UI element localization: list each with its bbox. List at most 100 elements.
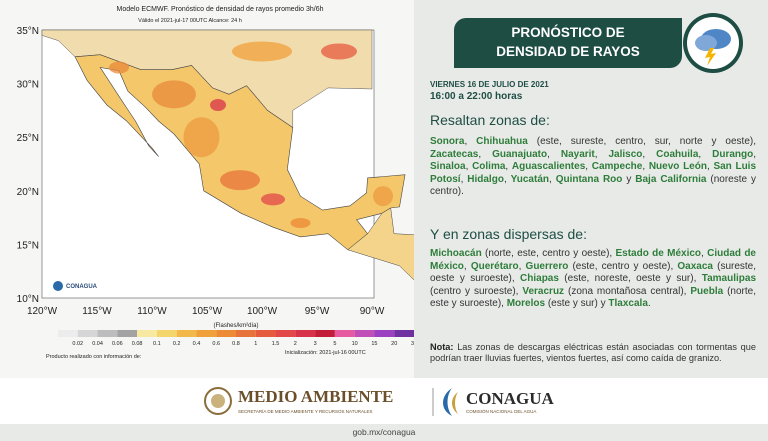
zones-paragraph: Sonora, Chihuahua (este, sureste, centro… [430,136,756,199]
state-name: Chiapas [520,273,559,285]
lon-label: 105°W [192,306,223,317]
lon-label: 95°W [305,306,330,317]
lon-label: 120°W [27,306,58,317]
state-name: Sonora [430,136,465,147]
colorbar-label: 1 [254,341,257,347]
state-name: Querétaro [470,260,519,272]
state-name: Puebla [690,285,724,297]
colorbar-label: 0.02 [72,341,83,347]
date: VIERNES 16 DE JULIO DE 2021 [430,80,549,89]
map-panel: Modelo ECMWF. Pronóstico de densidad de … [0,0,414,378]
zone-detail: , [460,173,468,185]
lon-label: 100°W [247,306,278,317]
state-name: Sinaloa [430,161,466,173]
state-name: Zacatecas [430,148,479,160]
zone-detail: , [642,148,657,160]
state-name: Estado de México [615,248,702,259]
state-name: Baja California [635,173,707,185]
state-name: Tlaxcala [608,298,648,310]
state-name: Quintana Roo [555,173,623,185]
state-name: Michoacán [430,248,482,259]
lat-label: 15°N [17,240,39,251]
colorbar-swatch [58,330,78,337]
state-name: Aguascalientes [511,161,586,173]
state-name: Chihuahua [476,136,528,147]
title-line: PRONÓSTICO DE [511,25,625,40]
colorbar-label: 0.1 [153,341,161,347]
state-name: Jalisco [608,148,643,160]
state-name: San Luis Potosí [430,161,757,185]
colorbar-swatch [374,330,395,337]
lightning-area [220,170,260,191]
colorbar-swatch [354,330,375,337]
lat-label: 30°N [17,80,39,91]
state-name: Nayarit [560,148,595,160]
state-name: Guanajuato [492,148,548,160]
footer-ministry-sub: SECRETARÍA DE MEDIO AMBIENTE Y RECURSOS … [238,408,372,414]
zone-detail: (sureste, oeste y suroeste), [430,260,757,285]
state-name: Guerrero [525,260,569,272]
conagua-mark [53,281,63,291]
colorbar-swatch [394,330,414,337]
init: Inicialización: 2021-jul-16 00UTC [285,350,366,356]
zone-detail: , [505,161,512,173]
note-text: Las zonas de descargas eléctricas están … [430,342,756,363]
colorbar-label: 0.06 [112,341,123,347]
colorbar-label: 15 [371,341,377,347]
central-america [347,207,414,281]
colorbar-swatch [156,330,177,337]
colorbar-units: (Flashes/km²día) [213,323,258,329]
lightning-area [290,217,311,228]
credit: Producto realizado con información de: [46,354,142,360]
state-name: Ciudad de México [430,248,756,272]
bottom-bar: gob.mx/conagua [0,424,768,441]
lightning-area [152,80,196,109]
lat-label: 35°N [17,26,39,37]
storm-icon [683,13,743,73]
zone-detail: (norte, este y suroeste), [430,285,756,310]
zone-detail: (este, sureste, centro, sur, norte y oes… [527,136,756,147]
lon-label: 110°W [137,306,167,317]
zone-detail: , [585,161,592,173]
lightning-area [183,117,220,158]
zones-paragraph: Michoacán (norte, este, centro y oeste),… [430,248,756,311]
state-name: Hidalgo [467,173,504,185]
lat-label: 10°N [17,294,39,305]
zone-detail: (este, centro y oeste), [568,260,678,272]
colorbar-swatch [137,330,157,337]
section-heading: Y en zonas dispersas de: [430,226,587,242]
colorbar-swatch [275,330,296,337]
footer-ministry: MEDIO AMBIENTE [238,387,393,406]
colorbar-swatch [334,330,355,337]
map-logo: CONAGUA [66,284,98,290]
colorbar-swatch [196,330,217,337]
state-name: Tamaulipas [701,273,757,285]
zone-detail: , [701,248,708,259]
colorbar-label: 5 [333,341,336,347]
zone-detail: (este, noreste, oeste y sur), [558,273,702,285]
footer-agency: CONAGUA [466,389,555,408]
lightning-area [109,61,129,74]
zone-detail: , [698,148,713,160]
colorbar-label: 0.8 [232,341,240,347]
colorbar-label: 0.08 [132,341,143,347]
state-name: Campeche [591,161,643,173]
note: Nota: Las zonas de descargas eléctricas … [430,342,756,364]
zone-detail: , [594,148,609,160]
colorbar-label: 3 [314,341,317,347]
zone-detail: , [478,148,493,160]
state-name: Morelos [506,298,546,310]
colorbar-label: 0.6 [212,341,220,347]
footer-agency-sub: COMISIÓN NACIONAL DEL AGUA [466,408,536,414]
state-name: Nuevo León [648,161,707,173]
zone-detail: y [622,173,636,185]
banner: PRONÓSTICO DE DENSIDAD DE RAYOS [454,18,682,68]
zone-detail: , [463,260,471,272]
footer: MEDIO AMBIENTE SECRETARÍA DE MEDIO AMBIE… [0,378,768,424]
zone-detail: , [465,161,473,173]
note-label: Nota: [430,342,454,352]
colorbar-label: 1.5 [272,341,280,347]
state-name: Colima [472,161,506,173]
